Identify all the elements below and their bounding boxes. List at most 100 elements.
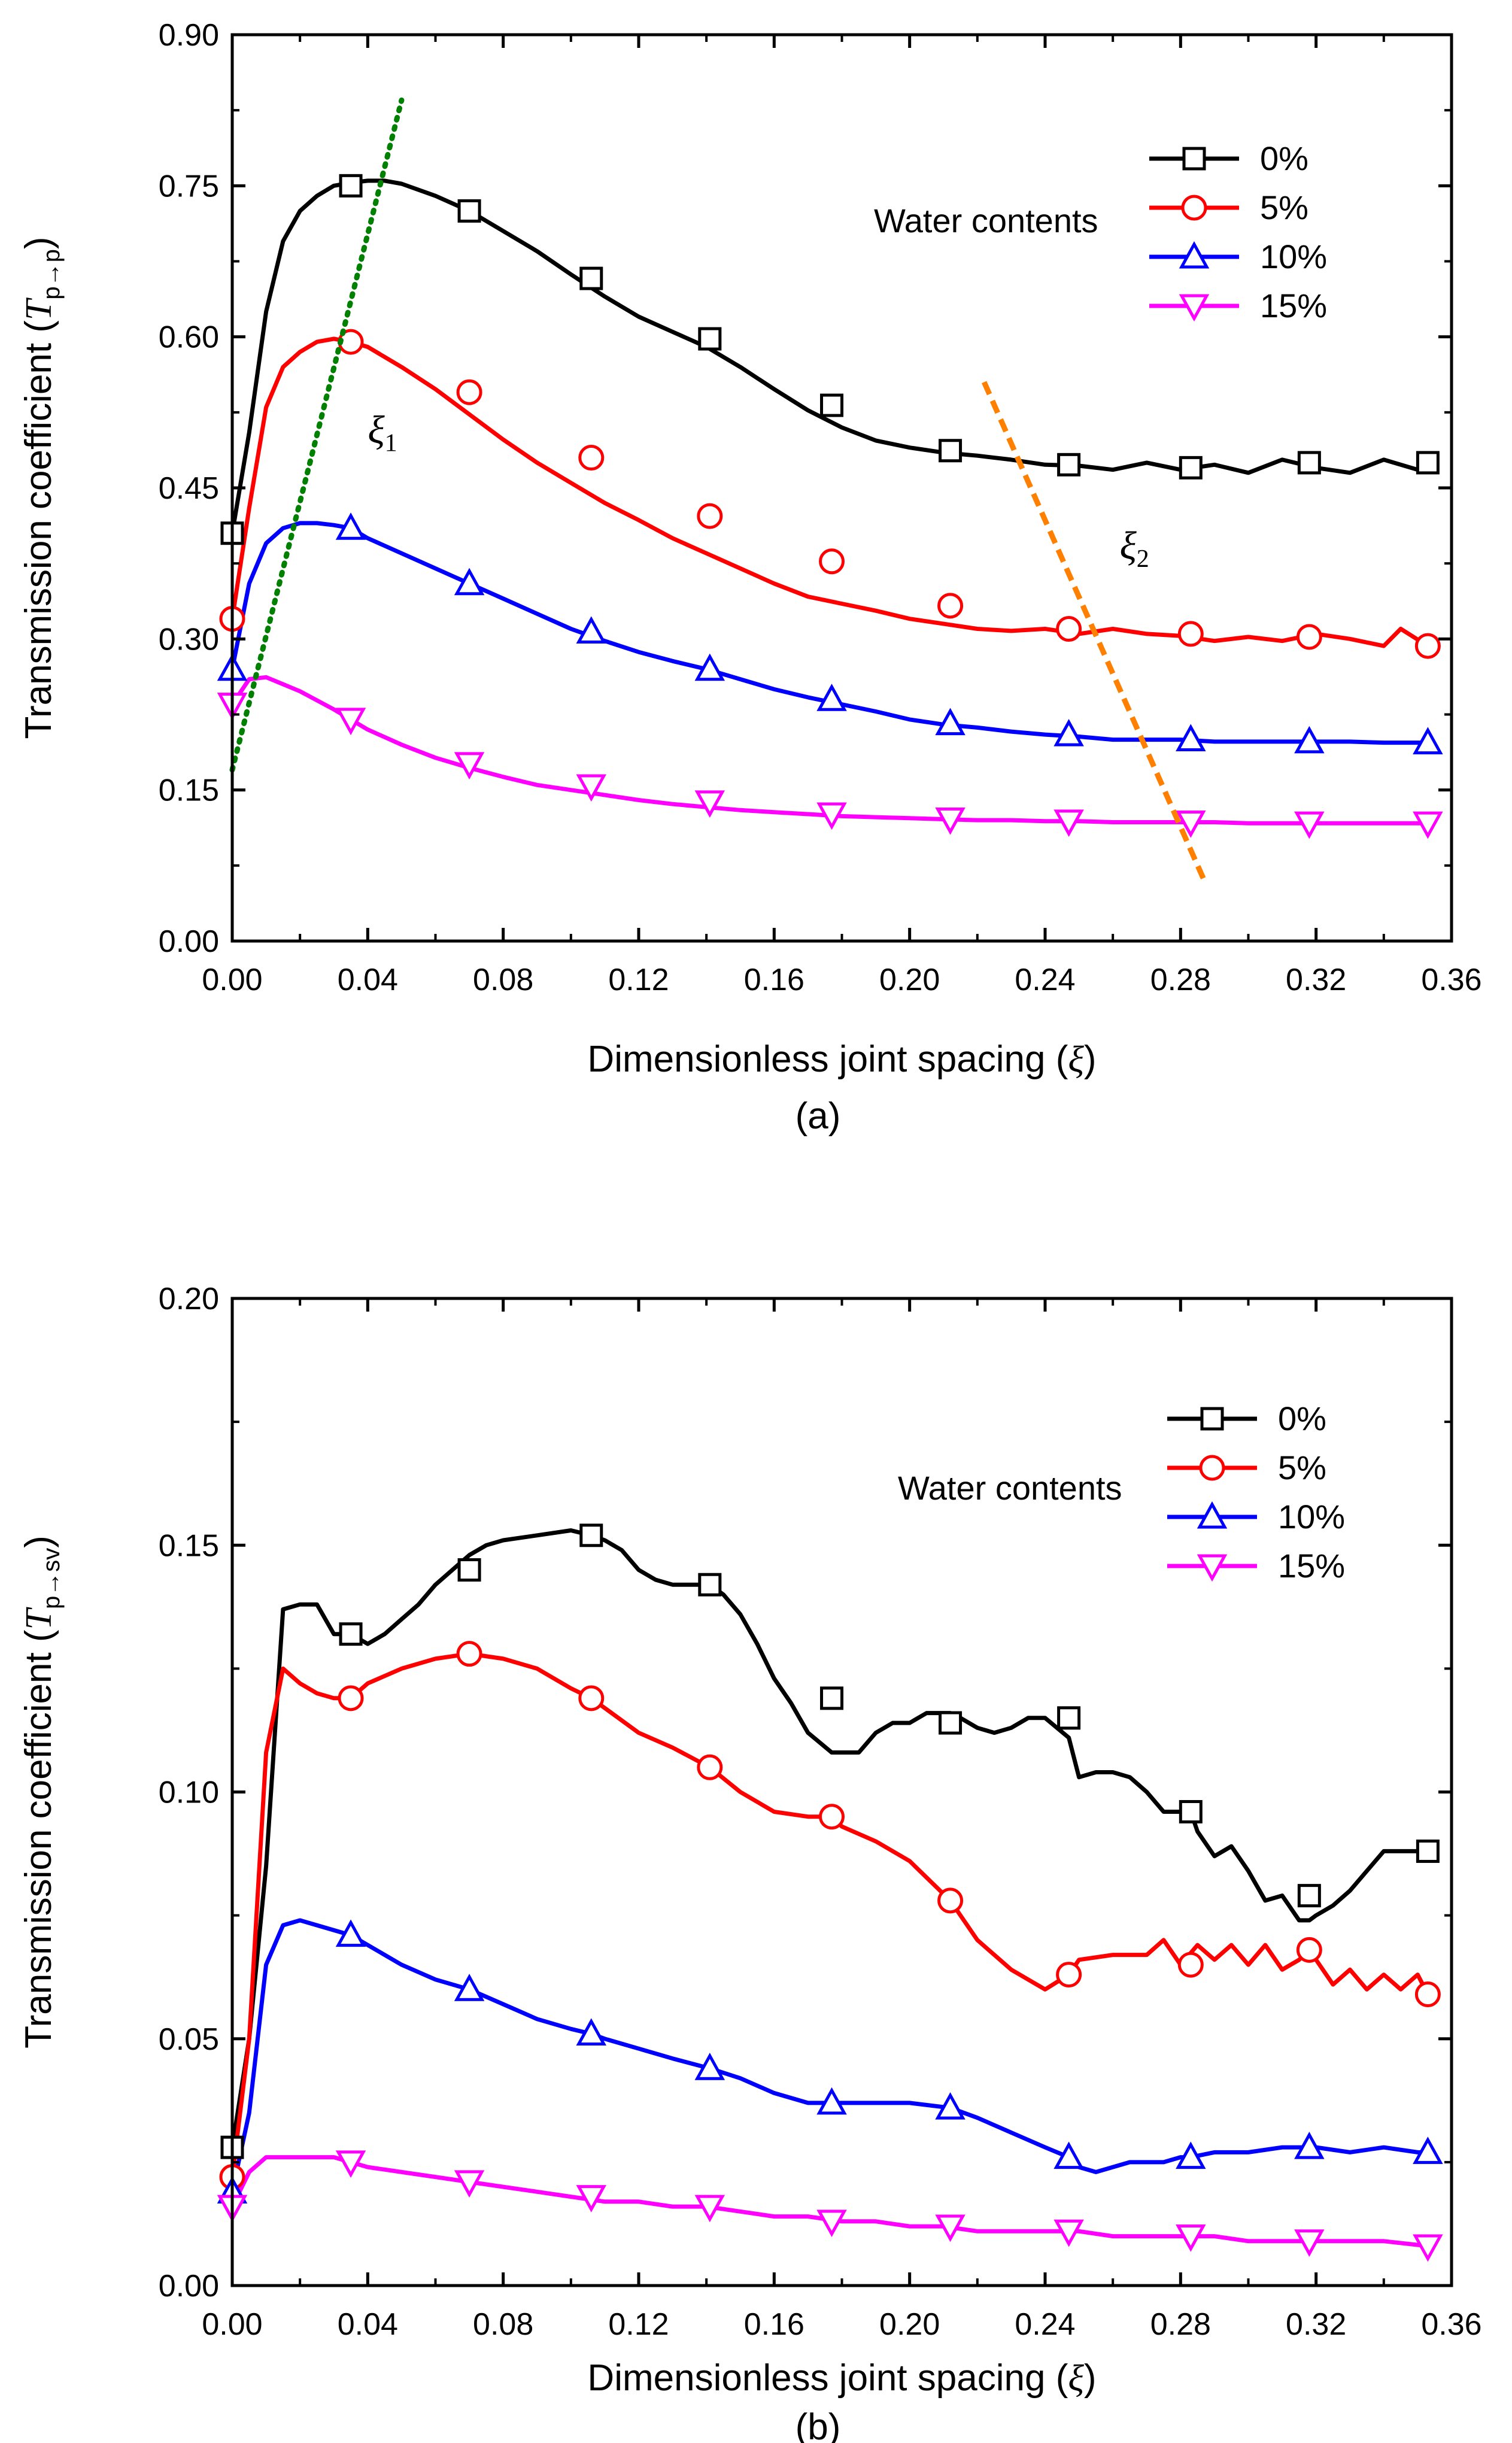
data-point-0pct	[820, 1686, 844, 1710]
data-point-10pct	[1176, 724, 1206, 752]
data-point-0pct	[1297, 1884, 1321, 1908]
data-point-10pct	[576, 2018, 607, 2046]
panel-label: (b)	[796, 2406, 841, 2443]
legend: Water contents 0% 5% 10% 15%	[874, 139, 1327, 324]
legend-marker	[1182, 147, 1206, 171]
legend-marker	[1181, 195, 1207, 221]
x-axis-label: Dimensionless joint spacing (ξ)	[587, 1039, 1096, 1080]
y-tick-label: 0.05	[159, 2022, 219, 2057]
series-line-10pct	[232, 1918, 1428, 2193]
y-tick-label: 0.10	[159, 1776, 219, 1810]
data-point-5pct	[819, 548, 845, 575]
data-point-5pct	[819, 1804, 845, 1830]
data-point-15pct	[1294, 2229, 1325, 2257]
data-point-15pct	[335, 2150, 366, 2178]
y-tick-label: 0.60	[159, 320, 219, 355]
y-tick-label: 0.30	[159, 622, 219, 657]
data-point-15pct	[454, 752, 485, 780]
legend-label: 5%	[1260, 189, 1308, 226]
legend-marker	[1200, 1407, 1224, 1431]
data-point-15pct	[1053, 809, 1084, 837]
data-point-0pct	[939, 1711, 963, 1735]
data-point-0pct	[339, 174, 363, 198]
data-point-5pct	[1296, 1937, 1322, 1963]
data-point-10pct	[1294, 726, 1325, 754]
legend-label: 5%	[1278, 1449, 1326, 1486]
data-point-0pct	[457, 199, 481, 223]
data-point-10pct	[454, 1974, 485, 2001]
data-point-10pct	[935, 708, 966, 736]
y-tick-label: 0.20	[159, 1282, 219, 1316]
data-point-0pct	[939, 439, 963, 463]
x-tick-label: 0.04	[338, 963, 398, 997]
x-tick-label: 0.32	[1286, 963, 1346, 997]
x-tick-label: 0.28	[1150, 963, 1211, 997]
data-point-15pct	[816, 802, 847, 830]
y-tick-label: 0.90	[159, 18, 219, 53]
y-axis-label: Transmission coefficient (Tp→p)	[18, 236, 65, 739]
data-point-0pct	[698, 1573, 722, 1597]
x-axis-label: Dimensionless joint spacing (ξ)	[587, 2357, 1096, 2399]
data-point-15pct	[1176, 810, 1206, 838]
x-tick-label: 0.36	[1421, 2307, 1481, 2342]
data-point-0pct	[579, 1524, 603, 1547]
chart-panel-b: 0.00 0.04 0.08 0.12 0.16 0.20 0.24 0.28 0.32 0.36…	[18, 1282, 1482, 2443]
x-tick-label: 0.08	[473, 2307, 533, 2342]
guide-line-2	[982, 381, 1207, 882]
data-point-10pct	[335, 1919, 366, 1947]
data-point-10pct	[335, 512, 366, 540]
x-tick-label: 0.12	[608, 963, 669, 997]
data-point-15pct	[1413, 811, 1443, 839]
data-point-10pct	[1413, 2137, 1443, 2164]
data-point-0pct	[579, 266, 603, 290]
data-point-15pct	[576, 774, 607, 802]
x-tick-label: 0.00	[202, 2307, 262, 2342]
legend-marker	[1197, 1501, 1228, 1529]
legend-title: Water contents	[898, 1469, 1122, 1507]
data-point-10pct	[816, 684, 847, 711]
y-axis-label: Transmission coefficient (Tp→sv)	[18, 1535, 65, 2049]
data-point-5pct	[578, 1685, 605, 1711]
data-point-10pct	[1176, 2141, 1206, 2169]
data-point-0pct	[1179, 1799, 1203, 1823]
data-point-15pct	[694, 790, 725, 818]
data-point-10pct	[1294, 2131, 1325, 2159]
data-point-0pct	[820, 393, 844, 417]
x-tick-label: 0.12	[608, 2307, 669, 2342]
y-tick-label: 0.45	[159, 471, 219, 506]
legend-label: 10%	[1278, 1498, 1345, 1535]
x-tick-label: 0.00	[202, 963, 262, 997]
data-point-5pct	[937, 593, 964, 619]
data-point-5pct	[1177, 1952, 1204, 1978]
y-tick-label: 0.15	[159, 1528, 219, 1563]
data-point-0pct	[339, 1622, 363, 1646]
x-tick-label: 0.16	[744, 2307, 804, 2342]
y-tick-label: 0.15	[159, 773, 219, 808]
data-point-15pct	[935, 2214, 966, 2242]
legend-marker	[1197, 1554, 1228, 1582]
legend-label: 15%	[1260, 287, 1327, 324]
data-point-10pct	[694, 2053, 725, 2080]
data-point-15pct	[1413, 2234, 1443, 2262]
data-point-15pct	[935, 807, 966, 835]
data-point-0pct	[1057, 1706, 1081, 1730]
data-point-15pct	[1053, 2219, 1084, 2247]
data-point-5pct	[1296, 624, 1322, 650]
x-tick-label: 0.28	[1150, 2307, 1211, 2342]
data-point-0pct	[1416, 1839, 1440, 1863]
data-point-10pct	[1413, 727, 1443, 755]
legend: Water contents 0% 5% 10% 15%	[898, 1400, 1345, 1585]
data-point-5pct	[578, 445, 605, 471]
data-point-5pct	[1414, 1981, 1441, 2008]
guide-line-1	[229, 97, 405, 773]
data-point-5pct	[1177, 621, 1204, 647]
data-point-10pct	[1053, 718, 1084, 746]
legend-label: 0%	[1278, 1400, 1326, 1437]
panel-label: (a)	[796, 1095, 841, 1137]
legend-label: 15%	[1278, 1547, 1345, 1585]
data-point-10pct	[935, 2092, 966, 2120]
data-point-10pct	[576, 616, 607, 644]
data-point-5pct	[456, 1641, 482, 1667]
data-point-5pct	[1056, 1962, 1082, 1988]
